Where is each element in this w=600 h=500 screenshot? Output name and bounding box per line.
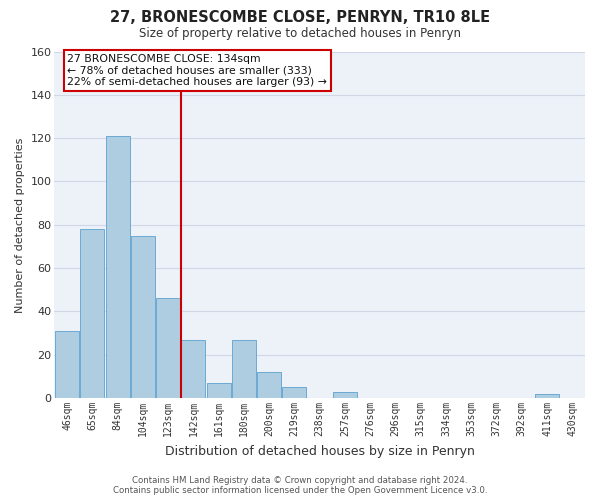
Y-axis label: Number of detached properties: Number of detached properties	[15, 137, 25, 312]
Text: Size of property relative to detached houses in Penryn: Size of property relative to detached ho…	[139, 28, 461, 40]
Text: Contains HM Land Registry data © Crown copyright and database right 2024.: Contains HM Land Registry data © Crown c…	[132, 476, 468, 485]
Text: 27, BRONESCOMBE CLOSE, PENRYN, TR10 8LE: 27, BRONESCOMBE CLOSE, PENRYN, TR10 8LE	[110, 10, 490, 25]
Text: Contains public sector information licensed under the Open Government Licence v3: Contains public sector information licen…	[113, 486, 487, 495]
Bar	[55, 331, 79, 398]
Bar	[106, 136, 130, 398]
Bar	[257, 372, 281, 398]
Text: 27 BRONESCOMBE CLOSE: 134sqm
← 78% of detached houses are smaller (333)
22% of s: 27 BRONESCOMBE CLOSE: 134sqm ← 78% of de…	[67, 54, 327, 87]
Bar	[232, 340, 256, 398]
Bar	[535, 394, 559, 398]
Bar	[333, 392, 357, 398]
Bar	[156, 298, 180, 398]
Bar	[206, 383, 230, 398]
X-axis label: Distribution of detached houses by size in Penryn: Distribution of detached houses by size …	[165, 444, 475, 458]
Bar	[181, 340, 205, 398]
Bar	[131, 236, 155, 398]
Bar	[283, 388, 307, 398]
Bar	[80, 229, 104, 398]
